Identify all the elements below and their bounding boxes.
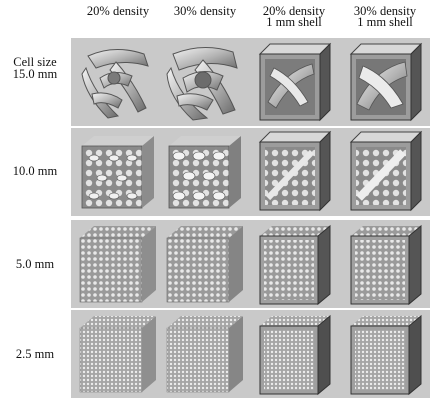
- column-header-1: 20% density: [74, 4, 162, 18]
- cell-r4-c3: [250, 310, 336, 398]
- row-label-2-line-1: 10.0 mm: [12, 164, 58, 178]
- column-header-3-line-2: 1 mm shell: [266, 15, 322, 29]
- gyroid-shell-medium-20: [258, 130, 332, 212]
- row-label-3: 5.0 mm: [0, 257, 70, 271]
- row-label-4-line-1: 2.5 mm: [15, 347, 55, 361]
- gyroid-lattice-medium-30: [168, 136, 241, 209]
- gyroid-lattice-micro-30: [166, 316, 243, 393]
- cell-r1-c4: [341, 38, 427, 126]
- gyroid-lattice-small-30: [166, 226, 243, 303]
- row-label-3-line-1: 5.0 mm: [15, 257, 55, 271]
- gyroid-lattice-small-20: [79, 226, 156, 303]
- gyroid-lattice-large-20: [81, 49, 149, 119]
- cell-r3-c4: [341, 220, 427, 308]
- column-header-4: 30% density 1 mm shell: [341, 4, 429, 29]
- gyroid-lattice-medium-20: [81, 136, 154, 209]
- gyroid-shell-micro-30: [350, 314, 422, 396]
- gyroid-lattice-large-30: [166, 47, 238, 121]
- column-header-4-line-2: 1 mm shell: [357, 15, 413, 29]
- cell-r4-c4: [341, 310, 427, 398]
- gyroid-shell-large-30: [349, 42, 423, 122]
- cell-r4-c1: [74, 310, 160, 398]
- column-header-3-line-1: 20% density: [262, 4, 326, 18]
- gyroid-shell-large-20: [258, 42, 332, 122]
- row-label-2: 10.0 mm: [0, 164, 70, 178]
- cell-r2-c4: [341, 128, 427, 216]
- row-label-4: 2.5 mm: [0, 347, 70, 361]
- row-label-1: Cell size 15.0 mm: [0, 55, 70, 81]
- column-header-3: 20% density 1 mm shell: [250, 4, 338, 29]
- gyroid-lattice-micro-20: [79, 316, 156, 393]
- cell-r3-c1: [74, 220, 160, 308]
- row-label-1-line-2: 15.0 mm: [12, 67, 58, 81]
- cell-r2-c1: [74, 128, 160, 216]
- cell-r1-c2: [161, 38, 247, 126]
- gyroid-shell-micro-20: [259, 314, 331, 396]
- gyroid-shell-medium-30: [349, 130, 423, 212]
- cell-r3-c2: [161, 220, 247, 308]
- column-header-2-line-1: 30% density: [173, 4, 237, 18]
- column-header-4-line-1: 30% density: [353, 4, 417, 18]
- row-label-1-line-1: Cell size: [13, 55, 57, 69]
- cell-r1-c3: [250, 38, 336, 126]
- gyroid-shell-small-30: [350, 224, 422, 306]
- cell-r4-c2: [161, 310, 247, 398]
- column-header-1-line-1: 20% density: [86, 4, 150, 18]
- cell-r2-c3: [250, 128, 336, 216]
- gyroid-shell-small-20: [259, 224, 331, 306]
- column-header-2: 30% density: [161, 4, 249, 18]
- cell-r1-c1: [74, 38, 160, 126]
- cell-r2-c2: [161, 128, 247, 216]
- cell-r3-c3: [250, 220, 336, 308]
